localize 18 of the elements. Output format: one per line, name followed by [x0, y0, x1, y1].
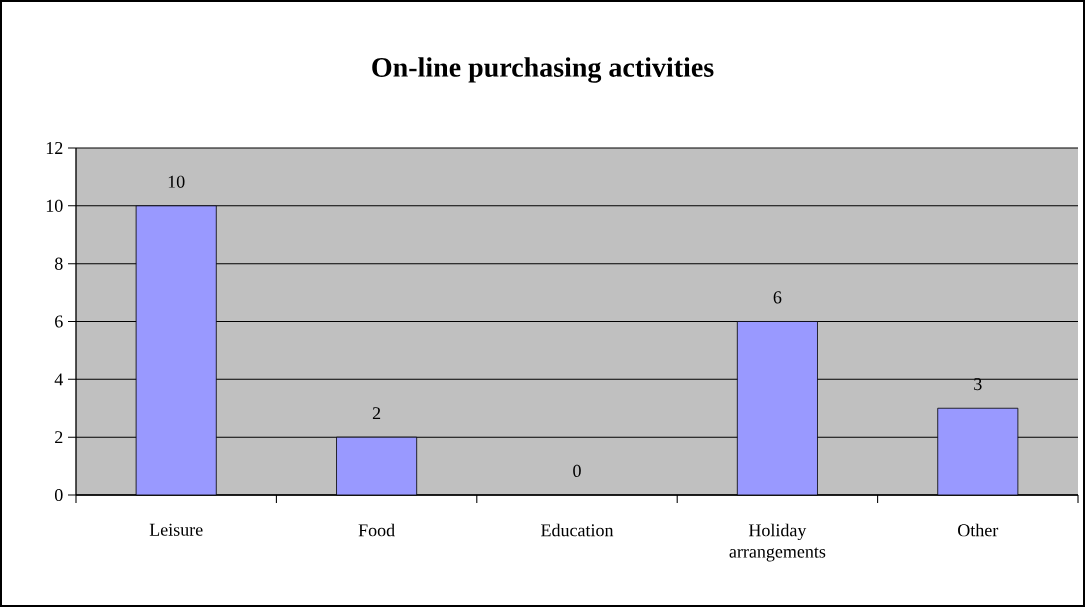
data-label: 10 [168, 175, 185, 188]
y-tick-label: 8 [54, 257, 63, 270]
y-tick-label: 4 [54, 373, 64, 386]
y-tick-label: 2 [55, 431, 63, 444]
x-tick-label: Leisure [149, 523, 203, 536]
chart-title: On-line purchasing activities [372, 57, 714, 83]
x-tick-label: Other [958, 523, 999, 537]
x-tick-label: Holiday arrangements [729, 523, 826, 562]
x-tick-label: Food [358, 523, 395, 537]
y-tick-label: 12 [46, 142, 63, 154]
y-tick-label: 0 [54, 488, 63, 502]
y-tick-label: 6 [55, 315, 63, 328]
y-tick-label: 10 [46, 199, 63, 212]
data-label: 3 [974, 378, 982, 391]
data-label: 6 [773, 291, 782, 304]
data-label: 2 [372, 407, 381, 420]
x-tick-label: Education [541, 523, 614, 537]
data-label: 0 [573, 464, 581, 477]
